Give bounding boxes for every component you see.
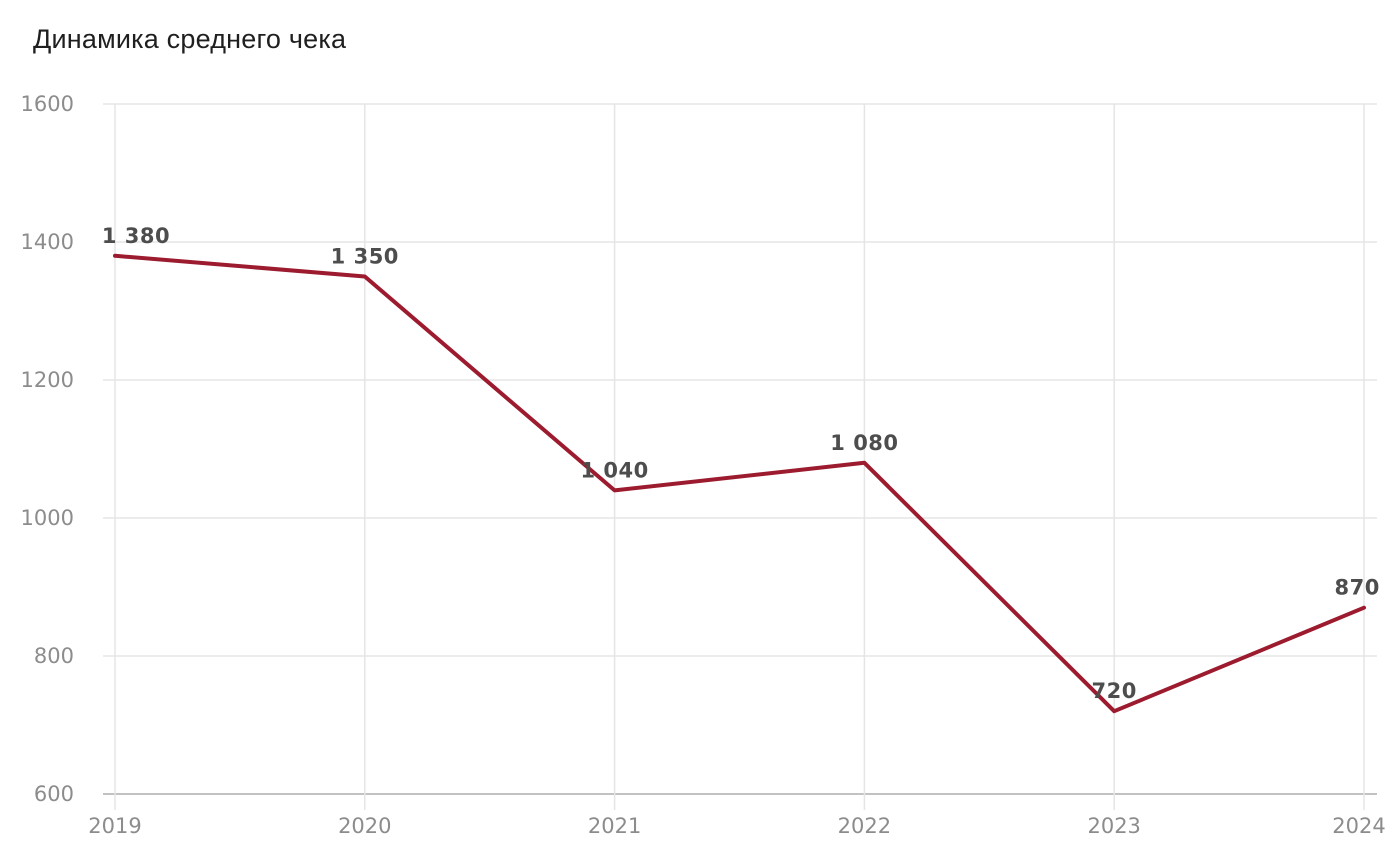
x-tick-label: 2023	[1087, 814, 1140, 838]
y-tick-label: 1400	[21, 230, 74, 254]
data-point-label: 870	[1335, 576, 1380, 600]
x-tick-label: 2024	[1332, 814, 1385, 838]
data-point-label: 1 040	[580, 458, 648, 482]
chart-title: Динамика среднего чека	[33, 24, 347, 54]
data-point-label: 1 080	[830, 431, 898, 455]
data-point-label: 720	[1092, 679, 1137, 703]
y-tick-label: 800	[34, 644, 74, 668]
data-point-label: 1 380	[102, 224, 170, 248]
x-tick-label: 2020	[338, 814, 391, 838]
x-tick-label: 2021	[588, 814, 641, 838]
x-tick-label: 2019	[88, 814, 141, 838]
data-point-label: 1 350	[331, 245, 399, 269]
y-tick-label: 600	[34, 782, 74, 806]
x-tick-label: 2022	[838, 814, 891, 838]
y-tick-label: 1200	[21, 368, 74, 392]
series-line	[113, 253, 1366, 714]
y-tick-label: 1600	[21, 92, 74, 116]
y-tick-label: 1000	[21, 506, 74, 530]
